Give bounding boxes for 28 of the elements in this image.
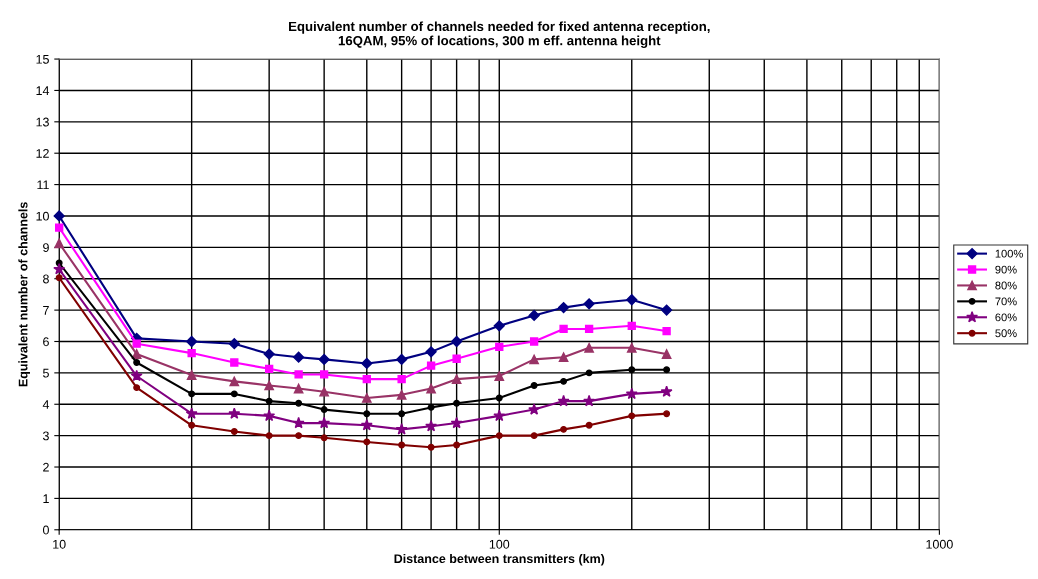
legend-label: 80% [995,281,1017,290]
y-tick-label: 7 [43,306,49,315]
x-tick-label: 10 [53,539,66,549]
y-tick-label: 2 [43,462,49,472]
y-tick-label: 12 [36,149,49,158]
y-tick-label: 3 [42,431,49,441]
legend-label: 90% [995,265,1017,274]
y-tick-label: 9 [43,243,49,252]
y-tick-label: 4 [42,400,50,409]
y-tick-label: 10 [36,211,49,221]
chart-title: Equivalent number of channels needed for fixed antenna reception, 16QAM, 95% of locations, 300 m eff. antenna height [289,21,710,48]
x-axis-title: Distance between transmitters (km) [394,553,605,566]
x-tick-label: 100 [489,539,510,549]
legend-label: 60% [995,313,1017,322]
y-tick-label: 1 [43,494,49,503]
y-tick-label: 6 [43,337,49,347]
y-tick-label: 15 [36,54,49,64]
legend-label: 50% [995,329,1017,338]
y-tick-label: 13 [36,117,49,127]
x-tick-label: 1000 [926,539,953,549]
y-tick-label: 8 [43,274,49,284]
legend-label: 100% [995,249,1023,258]
y-tick-label: 5 [42,368,49,378]
y-tick-label: 11 [37,180,49,190]
y-axis-title: Equivalent number of channels [18,202,30,387]
y-tick-label: 0 [42,525,49,535]
y-tick-label: 14 [36,86,50,95]
legend-label: 70% [995,297,1017,306]
